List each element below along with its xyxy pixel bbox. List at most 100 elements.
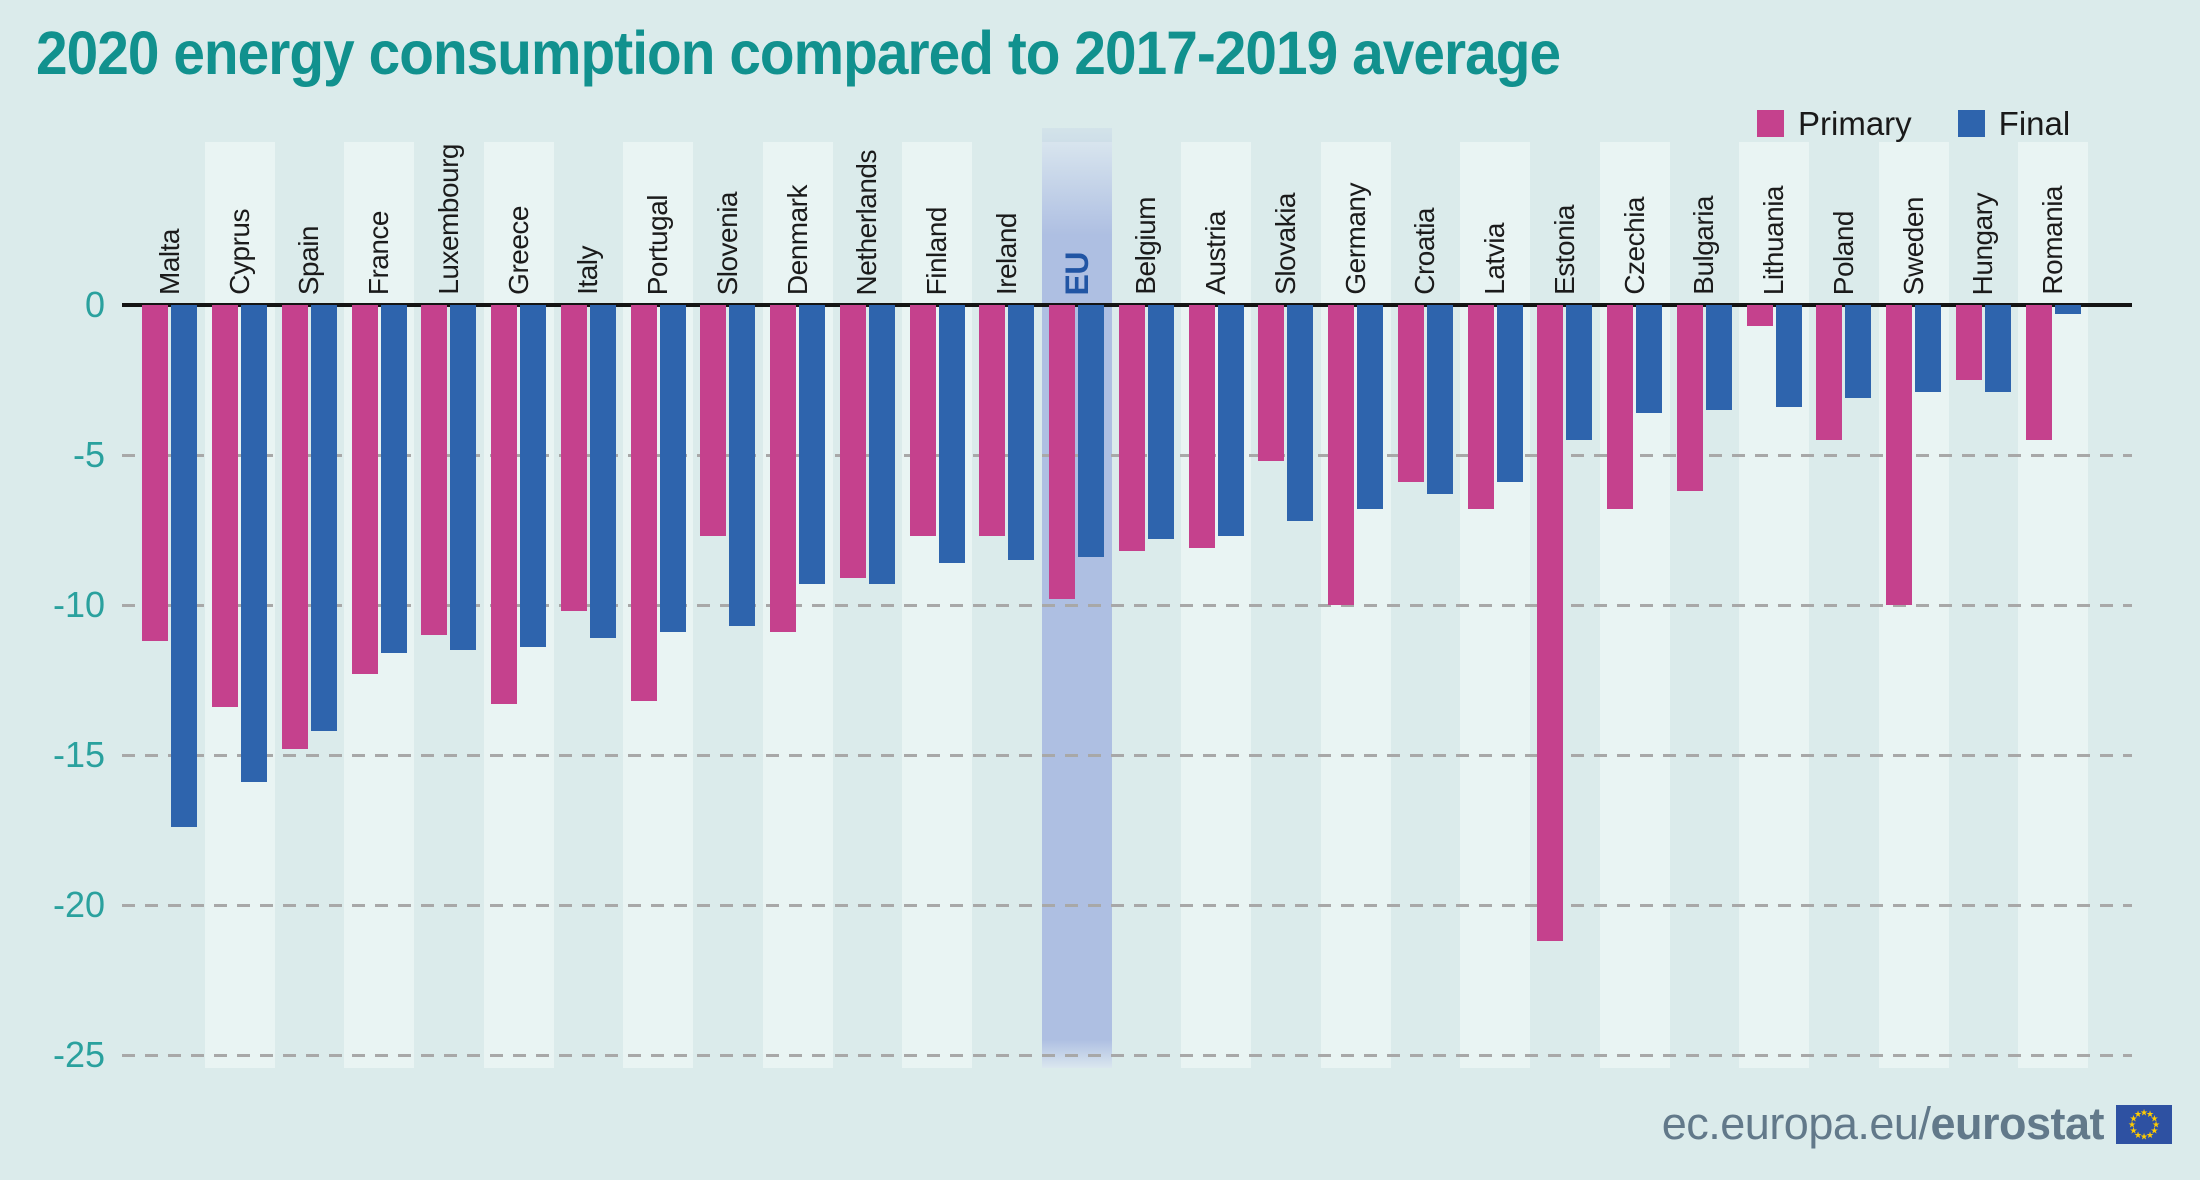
legend-label: Final [1998, 105, 2071, 142]
gridline [122, 1054, 2132, 1057]
footer-url-eurostat: eurostat [1930, 1098, 2104, 1149]
category-label: Lithuania [1758, 185, 1790, 295]
bar-final-latvia [1496, 305, 1523, 482]
bar-primary-spain [281, 305, 308, 749]
category-label: Luxembourg [432, 144, 464, 295]
bar-primary-slovakia [1258, 305, 1285, 461]
bar-primary-slovenia [700, 305, 727, 536]
footer-url: ec.europa.eu/eurostat [1661, 1098, 2105, 1150]
bar-primary-poland [1816, 305, 1843, 440]
bar-primary-france [351, 305, 378, 674]
chart-title: 2020 energy consumption compared to 2017… [36, 19, 1561, 87]
bar-final-estonia [1566, 305, 1593, 440]
flag-star: ★ [2130, 1113, 2138, 1123]
bar-primary-hungary [1955, 305, 1982, 380]
flag-star: ★ [2152, 1119, 2160, 1129]
bar-primary-portugal [630, 305, 657, 701]
legend-swatch-primary [1757, 110, 1784, 137]
gridline [122, 754, 2132, 757]
bar-primary-belgium [1118, 305, 1145, 551]
category-label: Slovenia [711, 191, 743, 295]
bar-primary-estonia [1537, 305, 1564, 941]
bar-final-france [380, 305, 407, 653]
footer-url-prefix: ec.europa.eu/ [1661, 1098, 1931, 1149]
category-label: Estonia [1548, 205, 1580, 295]
category-label: Czechia [1618, 197, 1650, 295]
category-label: Italy [572, 246, 604, 295]
bar-final-malta [171, 305, 198, 827]
category-label: Netherlands [851, 149, 883, 295]
bar-final-sweden [1915, 305, 1942, 392]
category-label: Spain [293, 225, 325, 295]
flag-star: ★ [2140, 1131, 2148, 1141]
flag-star: ★ [2150, 1125, 2158, 1135]
bar-final-lithuania [1775, 305, 1802, 407]
footer-logo: ec.europa.eu/eurostat ★ ★ ★ ★ ★ ★ ★ ★ ★ ★ ★ ★ [1662, 1098, 2172, 1150]
flag-star: ★ [2134, 1109, 2142, 1119]
bar-primary-bulgaria [1676, 305, 1703, 491]
bar-final-finland [938, 305, 965, 563]
bar-final-germany [1357, 305, 1384, 509]
legend-item-primary: Primary [1757, 107, 1912, 140]
category-label: Malta [153, 229, 185, 295]
bar-final-cyprus [241, 305, 268, 782]
category-label: Germany [1339, 183, 1371, 295]
bar-primary-lithuania [1746, 305, 1773, 326]
bar-final-netherlands [868, 305, 895, 584]
bar-final-ireland [1008, 305, 1035, 560]
flag-star: ★ [2150, 1113, 2158, 1123]
bar-primary-sweden [1886, 305, 1913, 605]
y-axis-tick-label: 0 [84, 284, 105, 325]
bar-primary-denmark [770, 305, 797, 632]
category-label: Slovakia [1269, 193, 1301, 295]
category-label: Bulgaria [1688, 196, 1720, 295]
category-label: Sweden [1897, 196, 1929, 295]
bar-final-luxembourg [450, 305, 477, 650]
category-label: Croatia [1409, 208, 1441, 295]
bar-primary-eu [1049, 305, 1076, 599]
bar-final-belgium [1147, 305, 1174, 539]
category-label: Denmark [781, 184, 813, 295]
legend-swatch-final [1957, 110, 1985, 137]
y-axis-tick-label: -25 [52, 1034, 105, 1075]
y-axis-tick-label: -15 [52, 734, 105, 775]
category-label: Cyprus [223, 209, 255, 295]
flag-star: ★ [2134, 1129, 2142, 1139]
bar-primary-greece [491, 305, 518, 704]
bar-final-austria [1217, 305, 1244, 536]
gridline [122, 604, 2132, 607]
bar-final-greece [520, 305, 547, 647]
bar-primary-croatia [1397, 305, 1424, 482]
gridline [122, 904, 2132, 907]
bar-primary-latvia [1467, 305, 1494, 509]
bar-final-croatia [1426, 305, 1453, 494]
bar-primary-ireland [979, 305, 1006, 536]
category-label-eu: EU [1058, 251, 1095, 295]
legend: Primary Final [1757, 105, 2116, 142]
y-axis-tick-label: -5 [72, 434, 105, 475]
bar-primary-luxembourg [421, 305, 448, 635]
bar-final-denmark [799, 305, 826, 584]
bar-primary-netherlands [839, 305, 866, 578]
bar-final-slovenia [729, 305, 756, 626]
flag-star: ★ [2140, 1107, 2148, 1117]
bar-final-poland [1845, 305, 1872, 398]
bar-final-italy [589, 305, 616, 638]
category-label: Hungary [1967, 192, 1999, 295]
category-label: France [363, 210, 395, 295]
bar-primary-germany [1328, 305, 1355, 605]
category-label: Belgium [1130, 197, 1162, 295]
category-label: Latvia [1479, 223, 1511, 295]
bar-final-portugal [659, 305, 686, 632]
category-label: Portugal [642, 194, 674, 295]
bar-final-hungary [1984, 305, 2011, 392]
legend-item-final: Final [1957, 105, 2071, 142]
bar-final-slovakia [1287, 305, 1314, 521]
y-axis-tick-label: -10 [52, 584, 105, 625]
y-axis-tick-label: -20 [52, 884, 105, 925]
flag-star: ★ [2146, 1129, 2154, 1139]
bar-primary-malta [142, 305, 169, 641]
category-label: Ireland [990, 212, 1022, 295]
category-label: Greece [502, 206, 534, 295]
